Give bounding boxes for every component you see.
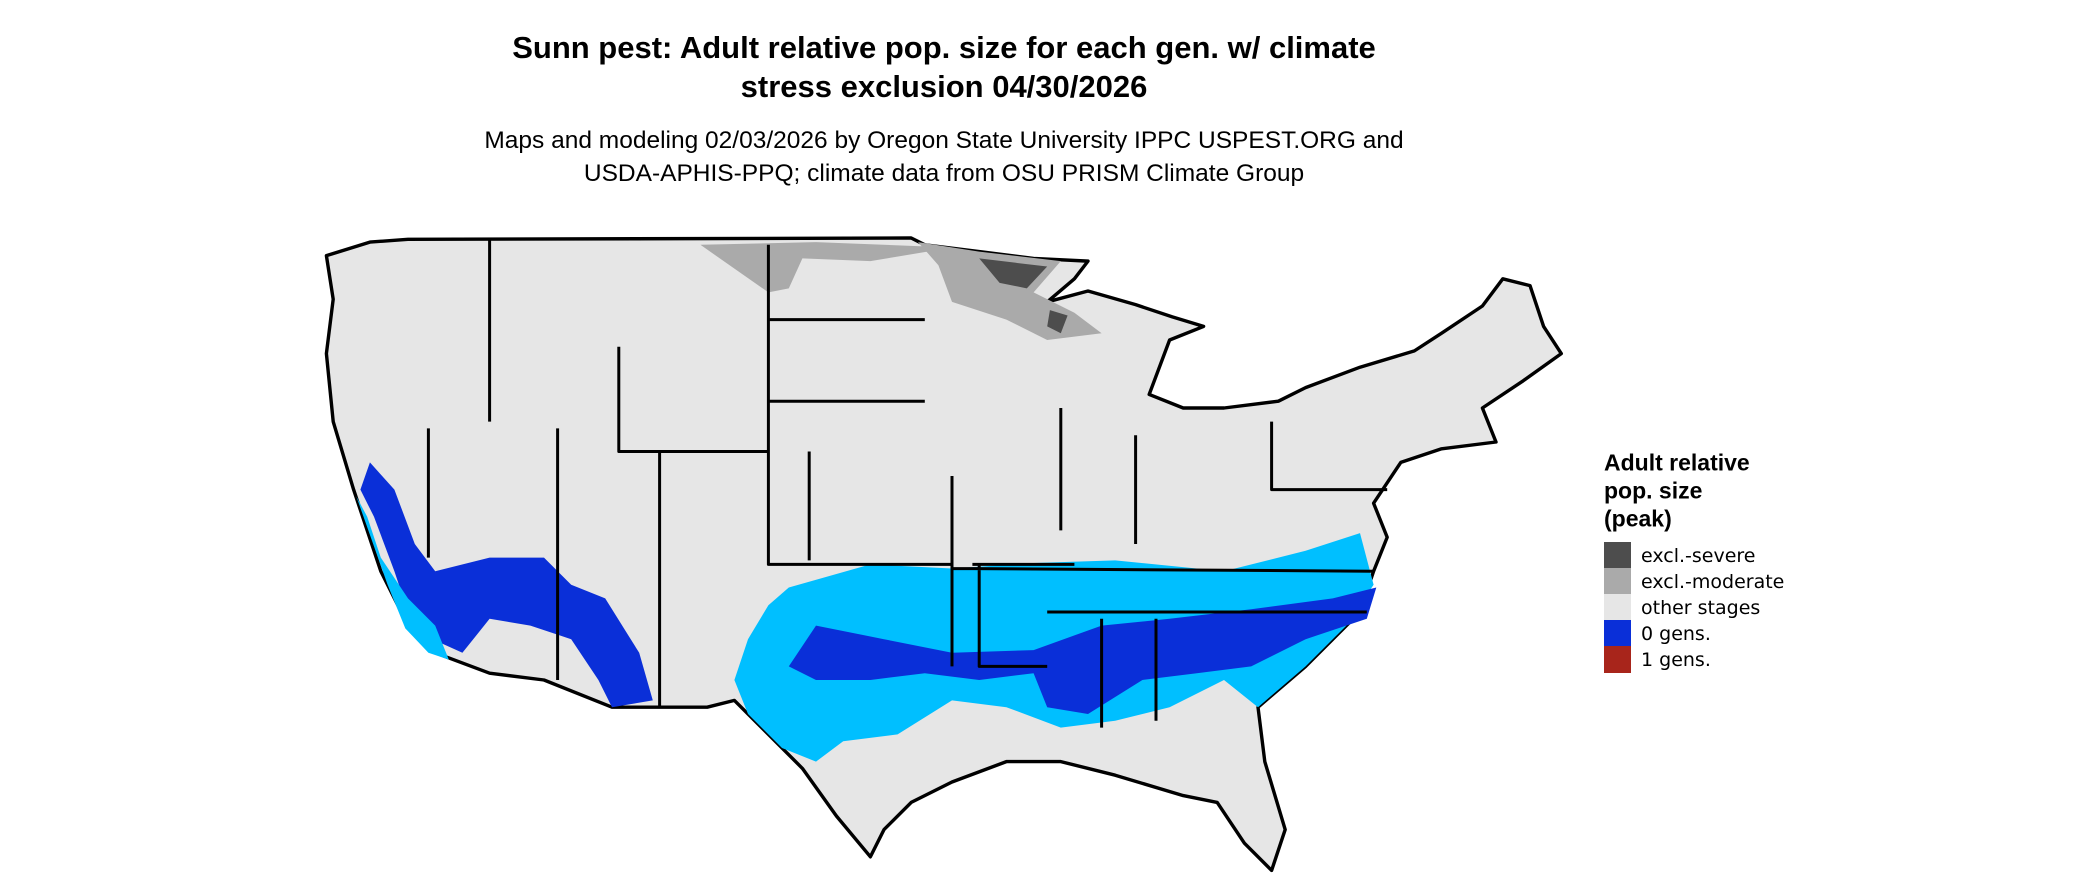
legend-swatch bbox=[1604, 568, 1631, 595]
legend-swatch bbox=[1604, 620, 1631, 647]
legend-label: excl.-severe bbox=[1641, 544, 1756, 567]
legend-item: excl.-severe bbox=[1604, 542, 1756, 569]
subtitle-line: USDA-APHIS-PPQ; climate data from OSU PR… bbox=[583, 160, 1305, 187]
legend-title-line: pop. size bbox=[1604, 477, 1703, 504]
exclusion-severe-area bbox=[979, 258, 1068, 334]
us-outline bbox=[324, 236, 1563, 873]
legend-label: 0 gens. bbox=[1641, 622, 1711, 645]
legend-label: 1 gens. bbox=[1641, 648, 1711, 671]
subtitle-line: Maps and modeling 02/03/2026 by Oregon S… bbox=[484, 127, 1404, 154]
legend-title-line: (peak) bbox=[1604, 505, 1672, 532]
zero-gens-west-light bbox=[356, 496, 449, 660]
state-lines bbox=[426, 239, 1388, 728]
legend-item: 0 gens. bbox=[1604, 620, 1711, 647]
legend-swatch bbox=[1604, 542, 1631, 569]
title-line: Sunn pest: Adult relative pop. size for … bbox=[512, 30, 1376, 65]
legend-swatch bbox=[1604, 594, 1631, 621]
zero-gens-west-area bbox=[360, 462, 653, 708]
title-line: stress exclusion 04/30/2026 bbox=[740, 69, 1148, 104]
legend-item: 1 gens. bbox=[1604, 646, 1711, 673]
legend-swatch bbox=[1604, 646, 1631, 673]
legend-label: excl.-moderate bbox=[1641, 570, 1785, 593]
legend-item: excl.-moderate bbox=[1604, 568, 1784, 595]
legend-item: other stages bbox=[1604, 594, 1760, 621]
legend-label: other stages bbox=[1641, 596, 1761, 619]
legend-title-line: Adult relative bbox=[1604, 449, 1750, 476]
zero-gens-dark-area bbox=[788, 587, 1377, 714]
